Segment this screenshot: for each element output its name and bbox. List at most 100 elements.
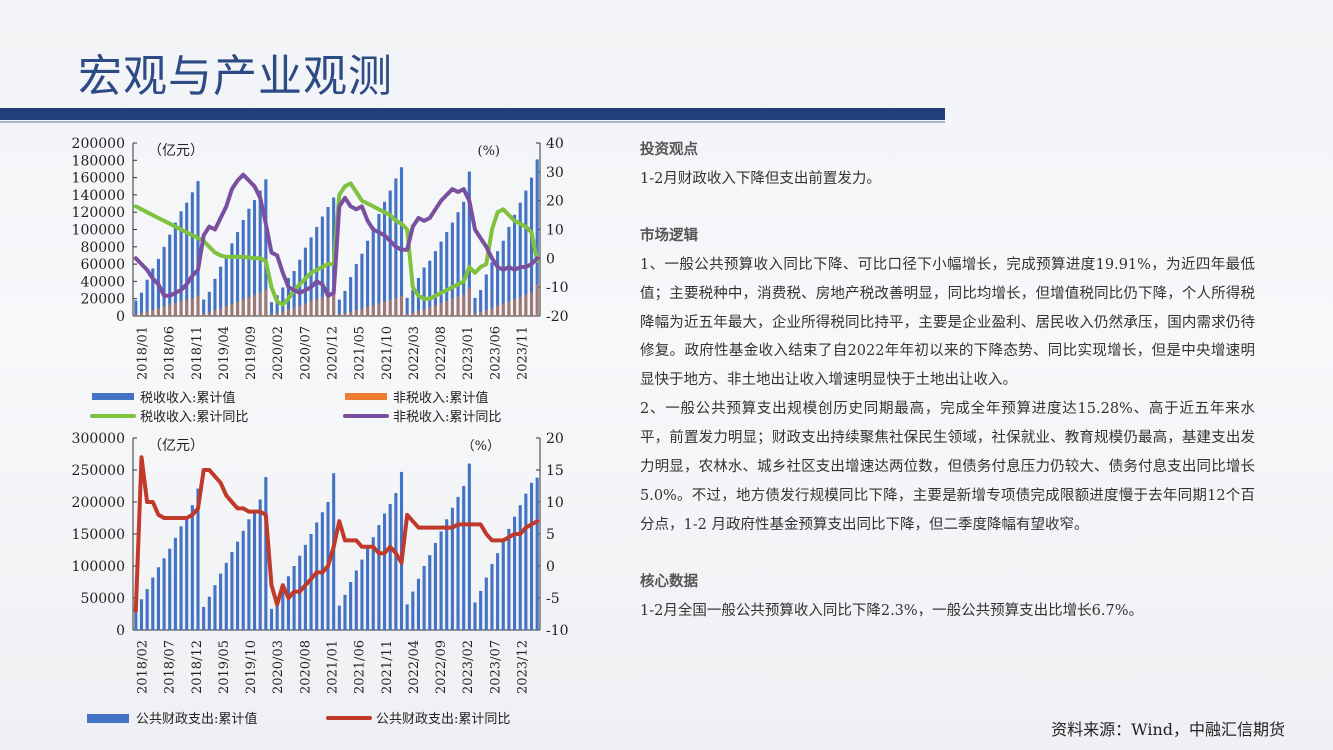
bar-primary: [394, 493, 398, 630]
right-tick-label: 15: [546, 463, 564, 479]
bar-secondary: [162, 306, 166, 316]
bar-primary: [219, 573, 223, 630]
bar-primary: [484, 274, 488, 316]
left-tick-label: 160000: [72, 171, 125, 187]
bar-secondary: [405, 313, 409, 316]
bar-primary: [529, 177, 534, 316]
bar-primary: [439, 241, 443, 316]
bar-primary: [213, 278, 217, 316]
bar-primary: [484, 577, 488, 630]
left-tick-label: 120000: [72, 205, 125, 221]
bar-primary: [139, 292, 144, 316]
bar-primary: [501, 240, 505, 316]
source-note: 资料来源：Wind，中融汇信期货: [1051, 720, 1285, 739]
analysis-panel: 投资观点 1-2月财政收入下降但支出前置发力。 市场逻辑 1、一般公共预算收入同…: [640, 136, 1255, 626]
bar-secondary: [496, 305, 500, 316]
bar-primary: [371, 226, 375, 316]
legend-label: 税收收入:累计值: [140, 390, 235, 406]
bar-primary: [349, 277, 353, 316]
bar-primary: [445, 519, 449, 630]
x-tick-label: 2018/11: [190, 326, 205, 380]
x-tick-label: 2018/12: [190, 640, 205, 694]
right-tick-label: 10: [546, 495, 564, 511]
bar-primary: [286, 576, 291, 630]
bar-primary: [151, 268, 155, 316]
revenue-chart: 0200004000060000800001000001200001400001…: [72, 136, 569, 425]
bar-secondary: [236, 301, 240, 316]
bar-primary: [388, 190, 392, 316]
bar-secondary: [173, 303, 177, 316]
bar-secondary: [529, 292, 534, 316]
bar-primary: [185, 516, 189, 630]
left-tick-label: 250000: [72, 463, 125, 479]
bar-secondary: [258, 292, 262, 316]
bar-secondary: [190, 297, 194, 316]
x-tick-label: 2020/02: [271, 326, 286, 380]
bar-secondary: [337, 314, 341, 316]
left-tick-label: 60000: [80, 257, 125, 273]
x-tick-label: 2019/04: [217, 326, 232, 380]
bar-primary: [315, 522, 319, 630]
bar-primary: [535, 159, 539, 316]
left-tick-label: 0: [116, 309, 125, 325]
bar-secondary: [252, 295, 257, 316]
bar-secondary: [450, 298, 454, 316]
bar-primary: [190, 192, 194, 316]
bar-secondary: [462, 294, 466, 316]
bar-secondary: [303, 303, 307, 316]
bar-primary: [134, 610, 138, 630]
x-tick-label: 2020/07: [298, 326, 313, 380]
bar-primary: [371, 537, 375, 630]
bar-primary: [479, 290, 483, 316]
x-tick-label: 2023/01: [461, 326, 476, 380]
logic-paragraph-1: 1、一般公共预算收入同比下降、可比口径下小幅增长，完成预算进度19.91%，为近…: [640, 256, 1255, 389]
bar-primary: [275, 295, 279, 316]
legend-swatch: [87, 714, 129, 723]
left-tick-label: 20000: [80, 292, 125, 308]
bar-primary: [467, 171, 471, 316]
bar-primary: [462, 486, 466, 630]
bar-primary: [399, 167, 404, 316]
bar-primary: [281, 587, 285, 630]
bar-secondary: [349, 311, 353, 316]
x-tick-label: 2023/07: [488, 640, 503, 694]
page-title: 宏观与产业观测: [78, 51, 393, 102]
bar-secondary: [456, 296, 460, 316]
bar-primary: [207, 596, 211, 630]
bar-secondary: [264, 289, 268, 316]
bar-primary: [252, 509, 257, 630]
x-tick-label: 2020/08: [298, 640, 313, 694]
bar-primary: [473, 297, 477, 316]
bar-primary: [343, 594, 347, 630]
bar-secondary: [134, 314, 138, 316]
bar-primary: [264, 179, 268, 316]
bar-secondary: [309, 301, 313, 316]
legend-label: 公共财政支出:累计值: [136, 711, 257, 727]
bar-secondary: [411, 312, 415, 316]
bar-primary: [507, 226, 511, 316]
bar-primary: [388, 503, 392, 630]
right-tick-label: 20: [546, 194, 564, 210]
bar-primary: [349, 582, 353, 630]
x-tick-label: 2021/11: [380, 640, 395, 694]
bar-primary: [366, 548, 370, 630]
bar-primary: [439, 531, 443, 630]
bar-primary: [445, 232, 449, 316]
bar-primary: [366, 240, 370, 316]
bar-secondary: [382, 301, 387, 316]
bar-primary: [207, 291, 211, 316]
bar-primary: [139, 599, 144, 630]
bar-primary: [490, 564, 494, 630]
left-unit-label: （亿元）: [148, 438, 204, 454]
series-line-1: [133, 455, 540, 613]
x-tick-label: 2018/06: [163, 326, 178, 380]
legend-label: 非税收入:累计同比: [393, 410, 501, 425]
bar-primary: [524, 493, 528, 630]
x-tick-label: 2019/09: [244, 326, 259, 380]
bar-primary: [303, 247, 307, 316]
bar-primary: [450, 507, 454, 630]
bar-primary: [269, 608, 274, 630]
left-tick-label: 140000: [72, 188, 125, 204]
bar-secondary: [524, 294, 528, 316]
bar-primary: [405, 297, 409, 316]
